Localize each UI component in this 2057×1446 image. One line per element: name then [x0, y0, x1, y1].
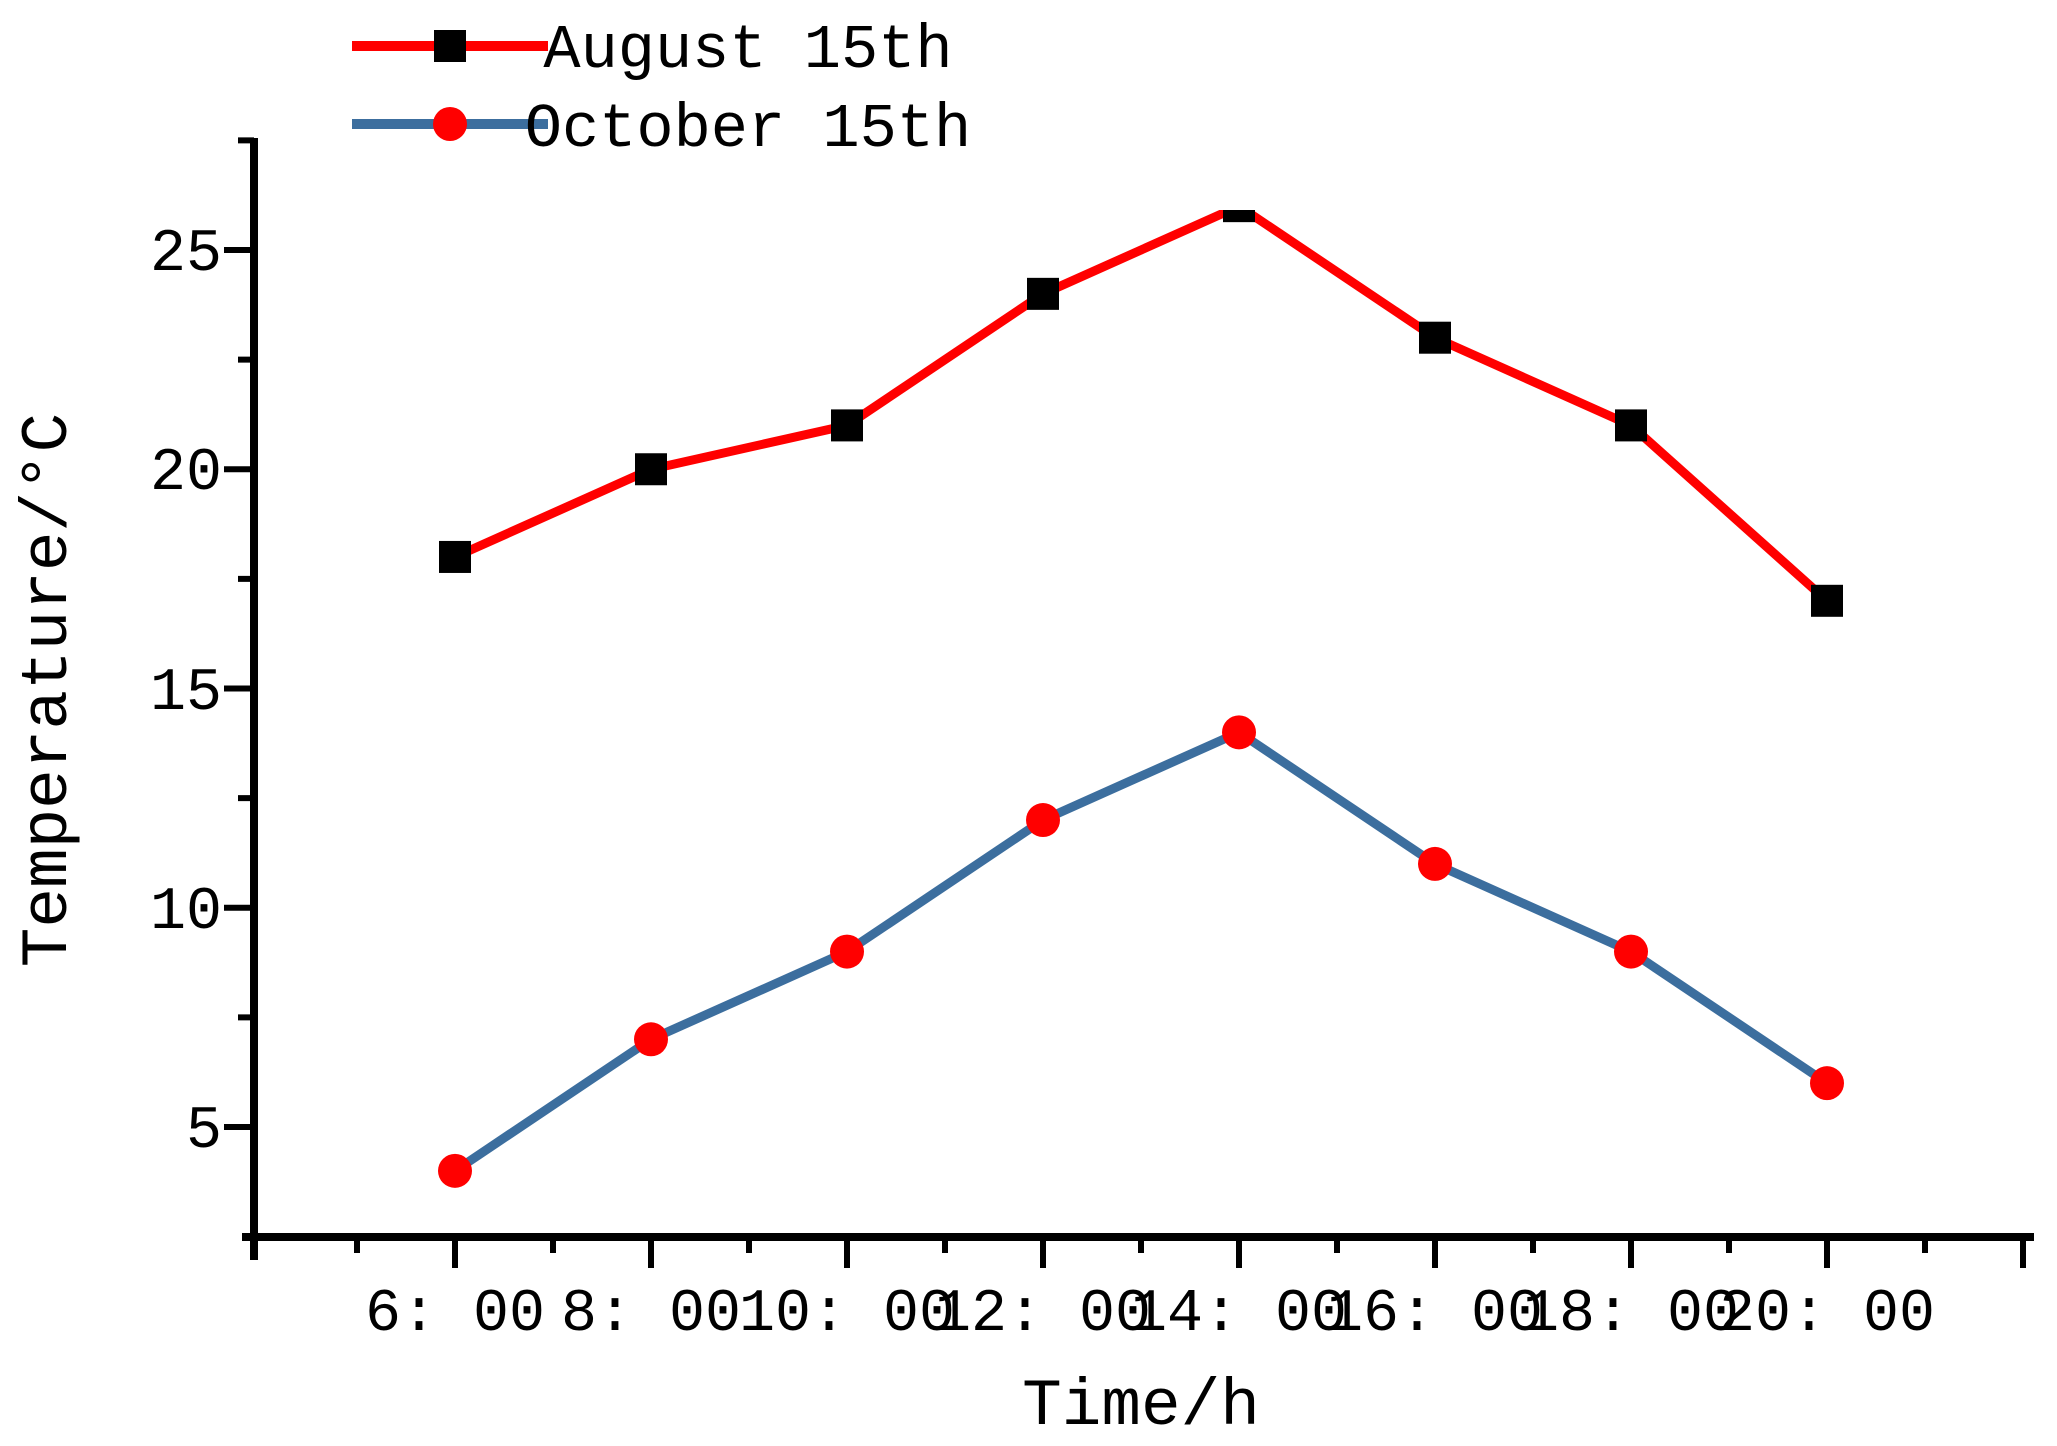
- october-data-point-marker: [1614, 934, 1648, 969]
- x-axis-tick-labels: 6: 00 8: 00 10: 00 12: 00 14: 00 16: 00 …: [365, 1281, 1935, 1349]
- august-data-point-marker: [1615, 409, 1647, 442]
- august-data-point-marker: [1223, 210, 1255, 223]
- x-tick-label-8-00: 8: 00: [561, 1281, 741, 1349]
- y-axis-title: Temperature/°C: [11, 413, 86, 968]
- october-line: [452, 727, 1830, 1175]
- x-tick-label-20-00: 20: 00: [1719, 1281, 1935, 1349]
- y-tick-label-20: 20: [150, 440, 222, 508]
- y-axis-tick-labels: 25 20 15 10 5: [150, 221, 222, 1166]
- october-data-point-marker: [634, 1022, 668, 1057]
- legend-square-marker-august: [434, 30, 466, 62]
- august-data-point-marker: [1419, 321, 1451, 354]
- legend: August 15th October 15th: [352, 15, 971, 165]
- axes: [224, 137, 2034, 1268]
- october-data-point-marker: [1810, 1066, 1844, 1101]
- august-line: [453, 210, 1831, 605]
- x-tick-label-12-00: 12: 00: [935, 1281, 1151, 1349]
- x-tick-label-18-00: 18: 00: [1523, 1281, 1739, 1349]
- y-tick-label-5: 5: [186, 1098, 222, 1166]
- legend-label-august: August 15th: [543, 15, 952, 86]
- august-data-point-marker: [635, 453, 667, 486]
- x-tick-label-10-00: 10: 00: [739, 1281, 955, 1349]
- y-tick-label-25: 25: [150, 221, 222, 289]
- x-axis-title: Time/h: [1022, 1369, 1260, 1444]
- october-data-point-marker: [1026, 803, 1060, 838]
- y-tick-label-15: 15: [150, 660, 222, 728]
- october-data-point-marker: [830, 934, 864, 969]
- october-data-point-marker: [438, 1153, 472, 1188]
- legend-label-october: October 15th: [525, 94, 971, 165]
- series-august-15th: [439, 210, 1843, 617]
- october-data-point-marker: [1222, 715, 1256, 750]
- august-data-point-marker: [439, 540, 471, 573]
- october-data-point-marker: [1418, 846, 1452, 881]
- x-tick-label-14-00: 14: 00: [1131, 1281, 1347, 1349]
- x-tick-label-6-00: 6: 00: [365, 1281, 545, 1349]
- x-tick-label-16-00: 16: 00: [1327, 1281, 1543, 1349]
- series-october-15th: [438, 715, 1844, 1188]
- legend-samples: [352, 30, 548, 141]
- august-data-point-marker: [831, 409, 863, 442]
- august-data-point-marker: [1811, 584, 1843, 617]
- y-tick-label-10: 10: [150, 879, 222, 947]
- august-data-point-marker: [1027, 277, 1059, 310]
- legend-circle-marker-october: [433, 107, 467, 141]
